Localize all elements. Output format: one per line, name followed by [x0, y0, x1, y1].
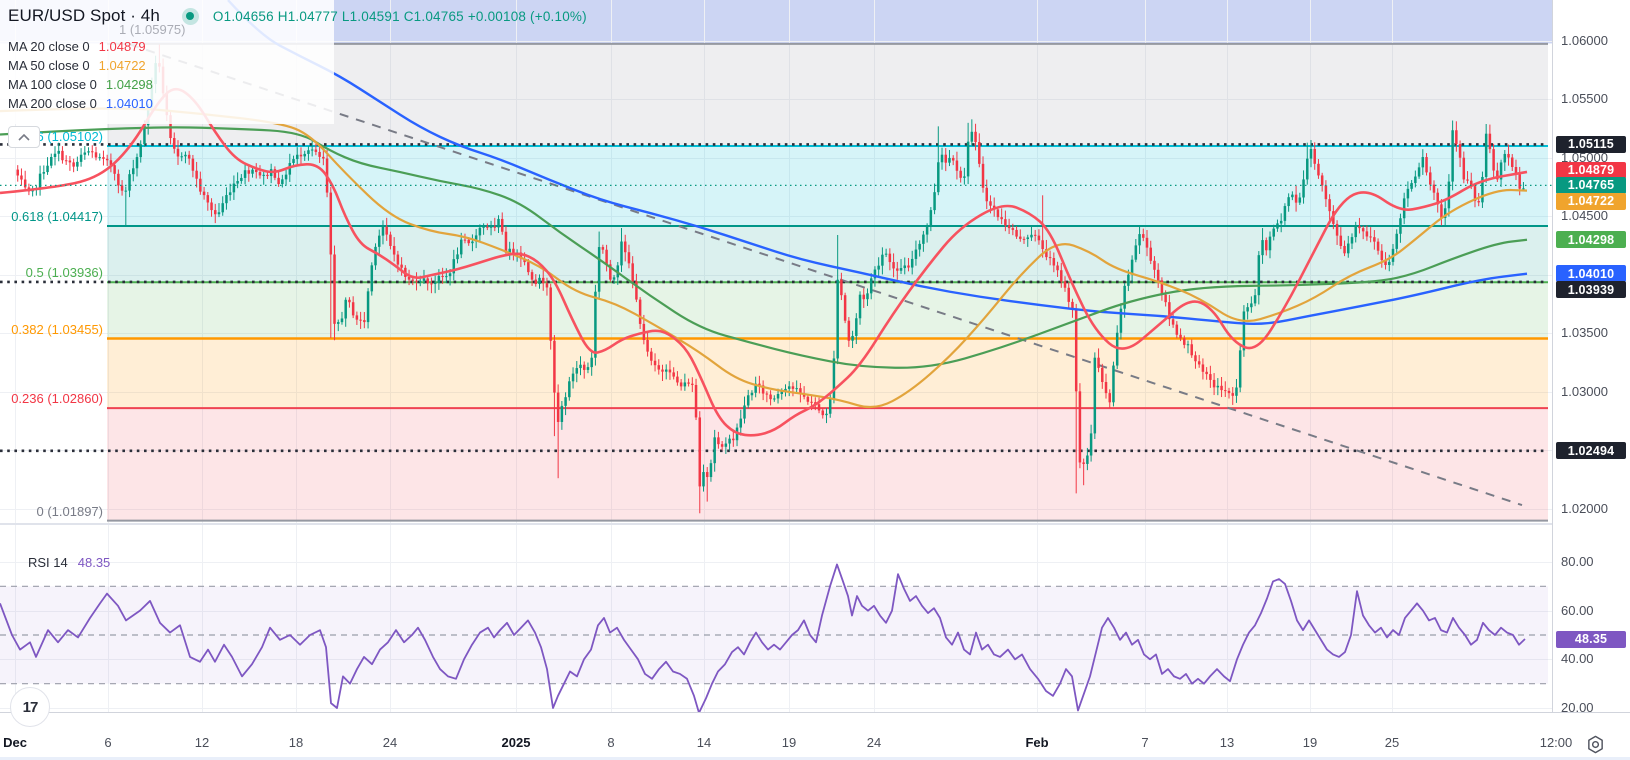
- ohlc-values: O1.04656 H1.04777 L1.04591 C1.04765 +0.0…: [212, 8, 587, 24]
- indicator-row-ma100[interactable]: MA 100 close 0 1.04298: [8, 75, 153, 94]
- ma200-label: MA 200 close 0: [8, 96, 97, 111]
- indicator-row-ma200[interactable]: MA 200 close 0 1.04010: [8, 94, 153, 113]
- price-label-1.06000: 1.06000: [1561, 33, 1608, 48]
- price-badge-1.05115: 1.05115: [1556, 135, 1626, 153]
- ma100-label: MA 100 close 0: [8, 77, 97, 92]
- fib-label-0.236: 0.236 (1.02860): [11, 391, 103, 407]
- ma20-value: 1.04879: [98, 39, 146, 54]
- ma20-label: MA 20 close 0: [8, 39, 90, 54]
- time-label-19: 19: [781, 735, 797, 750]
- price-label-1.05500: 1.05500: [1561, 91, 1608, 107]
- ma50-label: MA 50 close 0: [8, 58, 90, 73]
- time-label-14: 14: [696, 735, 712, 750]
- time-label-2025: 2025: [501, 735, 531, 750]
- rsi-label-20.00: 20.00: [1561, 699, 1594, 715]
- tradingview-logo[interactable]: 17: [10, 687, 50, 727]
- fib-label-0.618: 0.618 (1.04417): [11, 209, 103, 225]
- price-badge-1.02494: 1.02494: [1556, 442, 1626, 460]
- price-badge-1.04879: 1.04879: [1556, 161, 1626, 179]
- fib-level-1-label: 1 (1.05975): [119, 22, 186, 37]
- rsi-label-60.00: 60.00: [1561, 602, 1594, 618]
- fib-label-0: 0 (1.01897): [36, 503, 104, 519]
- time-label-7: 7: [1141, 735, 1149, 750]
- price-label-1.03000: 1.03000: [1561, 383, 1608, 399]
- time-label-12:00: 12:00: [1539, 735, 1573, 750]
- price-badge-1.04765: 1.04765: [1556, 176, 1626, 194]
- time-label-6: 6: [104, 735, 112, 750]
- price-badge-1.03939: 1.03939: [1556, 281, 1626, 299]
- data-source-dot-icon[interactable]: [181, 7, 199, 25]
- time-label-8: 8: [607, 735, 615, 750]
- fib-label-0.5: 0.5 (1.03936): [25, 265, 103, 281]
- symbol-title[interactable]: EUR/USD Spot · 4h: [8, 6, 160, 25]
- collapse-legend-button[interactable]: [8, 126, 40, 148]
- price-badge-1.04722: 1.04722: [1556, 192, 1626, 210]
- rsi-label-80.00: 80.00: [1561, 554, 1594, 569]
- price-label-1.02000: 1.02000: [1561, 500, 1608, 516]
- fib-label-0.382: 0.382 (1.03455): [11, 321, 103, 337]
- indicator-row-ma20[interactable]: MA 20 close 0 1.04879: [8, 37, 146, 56]
- rsi-value: 48.35: [77, 555, 111, 570]
- price-label-1.04500: 1.04500: [1561, 208, 1608, 224]
- time-label-24: 24: [382, 735, 398, 750]
- time-label-25: 25: [1384, 735, 1400, 750]
- time-label-24: 24: [866, 735, 882, 750]
- ma200-value: 1.04010: [105, 96, 153, 111]
- time-label-13: 13: [1219, 735, 1235, 750]
- rsi-label-40.00: 40.00: [1561, 651, 1594, 667]
- symbol-row[interactable]: EUR/USD Spot · 4h O1.04656 H1.04777 L1.0…: [8, 4, 587, 28]
- price-axis[interactable]: 1.06000 1.05500 1.05000 1.04500 1.03500 1.030…: [1552, 0, 1630, 715]
- gear-icon: [1587, 735, 1603, 753]
- time-label-Dec: Dec: [3, 735, 27, 750]
- legend-backdrop: [0, 0, 334, 124]
- price-label-1.03500: 1.03500: [1561, 325, 1608, 341]
- axis-settings-button[interactable]: [1584, 733, 1606, 755]
- rsi-pane-canvas[interactable]: [0, 525, 1552, 712]
- price-label-1.05000: 1.05000: [1561, 149, 1608, 165]
- time-axis[interactable]: Dec 6 12 18 24 2025 8 14 19 24 Feb 7 13 19 25 12:00: [0, 712, 1630, 760]
- price-badge-1.04298: 1.04298: [1556, 231, 1626, 249]
- rsi-name: RSI 14: [28, 555, 68, 570]
- indicator-row-ma50[interactable]: MA 50 close 0 1.04722: [8, 56, 146, 75]
- time-label-12: 12: [194, 735, 210, 750]
- time-label-18: 18: [288, 735, 304, 750]
- chart-legend: EUR/USD Spot · 4h O1.04656 H1.04777 L1.0…: [8, 4, 587, 28]
- rsi-badge: 48.35: [1556, 630, 1626, 648]
- rsi-legend[interactable]: RSI 14 48.35: [28, 555, 110, 570]
- pane-separator[interactable]: [0, 523, 1630, 525]
- ma50-value: 1.04722: [98, 58, 146, 73]
- time-label-Feb: Feb: [1025, 735, 1049, 750]
- chevron-up-icon: [18, 133, 30, 141]
- time-label-19: 19: [1302, 735, 1318, 750]
- ma100-value: 1.04298: [105, 77, 153, 92]
- price-badge-1.04010: 1.04010: [1556, 265, 1626, 283]
- window-edge: [0, 757, 1630, 760]
